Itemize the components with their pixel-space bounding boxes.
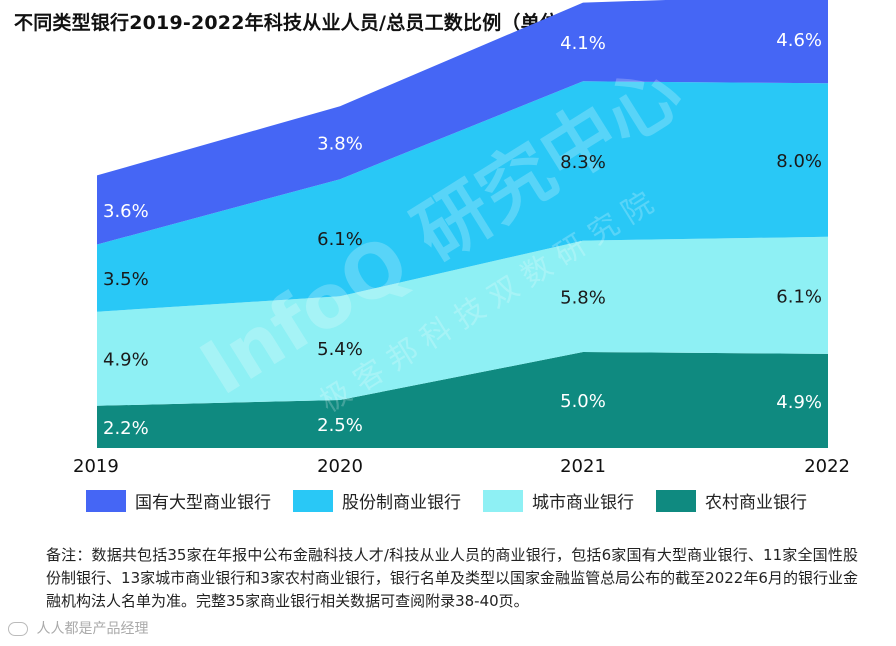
- legend-swatch: [86, 489, 126, 512]
- data-label: 6.1%: [317, 229, 363, 250]
- legend-item-city: 城市商业银行: [483, 488, 634, 513]
- legend-swatch: [656, 489, 696, 512]
- legend-label: 股份制商业银行: [342, 493, 461, 513]
- data-label: 8.3%: [560, 152, 606, 173]
- data-label: 3.8%: [317, 134, 363, 155]
- legend-item-rural: 农村商业银行: [656, 488, 807, 513]
- data-label: 4.6%: [776, 30, 822, 51]
- legend-swatch: [293, 489, 333, 512]
- footnote: 备注：数据共包括35家在年报中公布金融科技人才/科技从业人员的商业银行，包括6家…: [46, 546, 858, 610]
- data-label: 5.8%: [560, 287, 606, 308]
- data-label: 2.5%: [317, 415, 363, 436]
- legend-label: 国有大型商业银行: [135, 493, 271, 513]
- x-tick-label: 2020: [317, 456, 363, 477]
- footer-logo-text: 人人都是产品经理: [36, 621, 149, 637]
- logo-icon: [8, 622, 28, 636]
- area-series-1: [97, 236, 828, 406]
- area-series-0: [97, 352, 828, 448]
- data-label: 2.2%: [103, 418, 149, 439]
- legend-label: 城市商业银行: [532, 493, 634, 513]
- legend-item-joint-stock: 股份制商业银行: [293, 488, 461, 513]
- chart-legend: 国有大型商业银行 股份制商业银行 城市商业银行 农村商业银行: [86, 488, 829, 513]
- x-tick-label: 2019: [73, 456, 119, 477]
- data-label: 4.1%: [560, 33, 606, 54]
- data-label: 5.4%: [317, 339, 363, 360]
- data-label: 4.9%: [103, 350, 149, 371]
- data-label: 3.5%: [103, 269, 149, 290]
- data-label: 8.0%: [776, 151, 822, 172]
- legend-item-state-owned: 国有大型商业银行: [86, 488, 271, 513]
- data-label: 6.1%: [776, 286, 822, 307]
- data-label: 4.9%: [776, 392, 822, 413]
- x-tick-label: 2022: [804, 456, 850, 477]
- legend-swatch: [483, 489, 523, 512]
- data-label: 3.6%: [103, 201, 149, 222]
- legend-label: 农村商业银行: [705, 493, 807, 513]
- area-series-3: [97, 0, 828, 245]
- data-label: 5.0%: [560, 391, 606, 412]
- x-tick-label: 2021: [560, 456, 606, 477]
- area-series-2: [97, 81, 828, 312]
- footer-logo: 人人都是产品经理: [8, 618, 148, 638]
